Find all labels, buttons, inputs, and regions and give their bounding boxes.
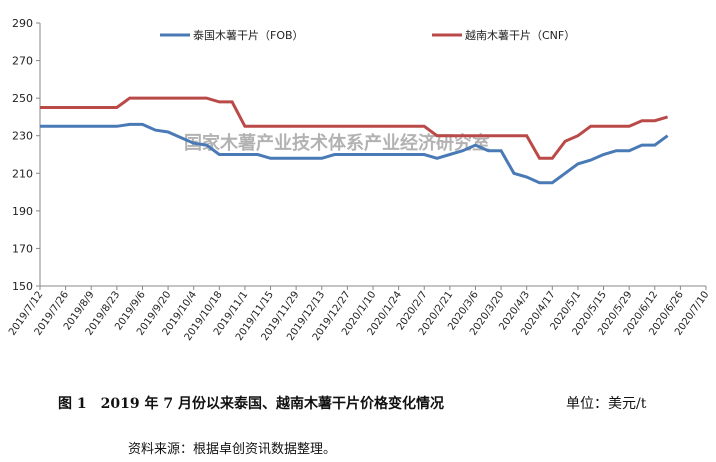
unit: 单位：美元/t xyxy=(566,396,647,412)
y-tick-label: 290 xyxy=(12,17,33,30)
y-tick-label: 250 xyxy=(12,92,33,105)
y-tick-label: 190 xyxy=(12,205,33,218)
source: 资料来源：根据卓创资讯数据整理。 xyxy=(128,442,337,457)
series-line xyxy=(40,122,669,185)
y-tick-label: 170 xyxy=(12,242,33,255)
y-tick-label: 270 xyxy=(12,55,33,68)
y-tick-label: 210 xyxy=(12,167,33,180)
legend-label: 泰国木薯干片（FOB） xyxy=(193,28,304,42)
chart: 1501701902102302502702902019/7/122019/7/… xyxy=(7,17,711,343)
legend-label: 越南木薯干片（CNF） xyxy=(465,28,575,42)
watermark: 国家木薯产业技术体系产业经济研究室 xyxy=(184,132,490,154)
caption: 图 1 2019 年 7 月份以来泰国、越南木薯干片价格变化情况 xyxy=(58,396,444,412)
y-tick-label: 230 xyxy=(12,130,33,143)
y-tick-label: 150 xyxy=(12,280,33,293)
series-line xyxy=(40,96,669,160)
